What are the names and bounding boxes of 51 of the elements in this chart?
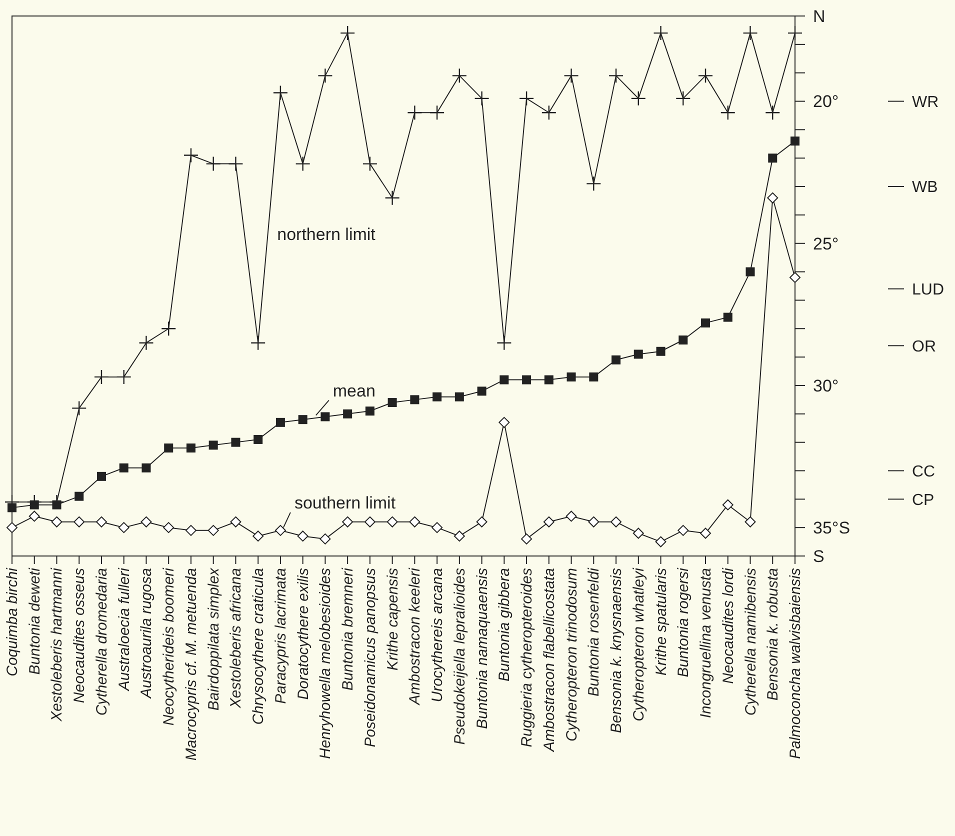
x-tick-label: Pseudokeijella lepralioides — [451, 568, 468, 745]
x-tick-label: Poseidonamicus panopsus — [362, 568, 379, 748]
series-label: southern limit — [294, 494, 396, 513]
y-tick-label: 35°S — [813, 518, 850, 538]
x-tick-label: Buntonia namaquaensis — [474, 568, 491, 729]
x-tick-label: Buntonia rogersi — [675, 567, 692, 678]
x-tick-label: Cytheropteron trinodosum — [563, 568, 580, 742]
x-tick-label: Neocaudites lordi — [720, 567, 737, 684]
ref-line-label: WR — [912, 94, 939, 111]
series-label: mean — [332, 382, 376, 401]
x-tick-label: Ambostracon flabellicostata — [540, 568, 558, 752]
x-tick-label: Buntonia deweti — [26, 567, 44, 675]
ref-line-label: OR — [912, 338, 936, 356]
x-tick-label: Coquimba birchi — [4, 567, 21, 676]
ref-line-label: CP — [912, 492, 934, 509]
x-tick-label: Bensonia k. robusta — [764, 568, 782, 701]
x-tick-label: Ambostracon keeleri — [406, 567, 424, 706]
x-tick-label: Krithe spatularis — [652, 568, 670, 676]
series-label: northern limit — [277, 224, 376, 244]
x-tick-label: Krithe capensis — [384, 568, 402, 671]
x-tick-label: Incongruellina venusta — [698, 568, 715, 718]
y-tick-label: S — [813, 546, 824, 566]
y-tick-label: 25° — [813, 234, 839, 254]
x-tick-label: Urocythereis arcana — [429, 568, 446, 702]
x-tick-label: Austroaurila rugosa — [138, 568, 156, 700]
x-tick-label: Macrocypris cf. M. metuenda — [182, 568, 200, 761]
x-tick-label: Xestoleberis africana — [228, 568, 245, 710]
x-tick-label: Neocaudites osseus — [71, 568, 88, 704]
x-tick-label: Australoecia fulleri — [116, 567, 133, 692]
x-tick-label: Cytherella namibensis — [742, 568, 760, 716]
x-tick-label: Henryhowella melobesioides — [317, 568, 334, 759]
x-tick-label: Chrysocythere craticula — [250, 568, 268, 725]
x-tick-label: Buntonia rosenfeldi — [586, 567, 603, 696]
x-tick-label: Cytheropteron whatleyi — [630, 567, 648, 722]
ref-line-label: CC — [912, 463, 936, 480]
y-tick-label: 30° — [813, 376, 839, 396]
ref-line-label: LUD — [912, 281, 944, 298]
ref-line-label: WB — [912, 179, 938, 196]
y-tick-label: N — [813, 6, 826, 26]
x-tick-label: Palmoconcha walvisbaiensis — [787, 568, 804, 759]
x-tick-label: Neocytherideis boomeri — [160, 567, 178, 726]
x-tick-label: Buntonia bremneri — [340, 567, 357, 691]
x-tick-label: Bensonia k. knysnaensis — [608, 568, 626, 734]
x-tick-label: Cytherella dromedaria — [93, 568, 110, 716]
x-tick-label: Paracypris lacrimata — [272, 568, 290, 704]
x-tick-label: Xestoleberis hartmanni — [48, 567, 66, 722]
x-tick-label: Bairdoppilata simplex — [205, 568, 222, 711]
y-tick-label: 20° — [813, 92, 839, 112]
x-tick-label: Doratocythere exilis — [294, 568, 312, 700]
x-tick-label: Buntonia gibbera — [496, 568, 514, 682]
x-tick-label: Ruggieria cytheropteroides — [518, 568, 536, 748]
